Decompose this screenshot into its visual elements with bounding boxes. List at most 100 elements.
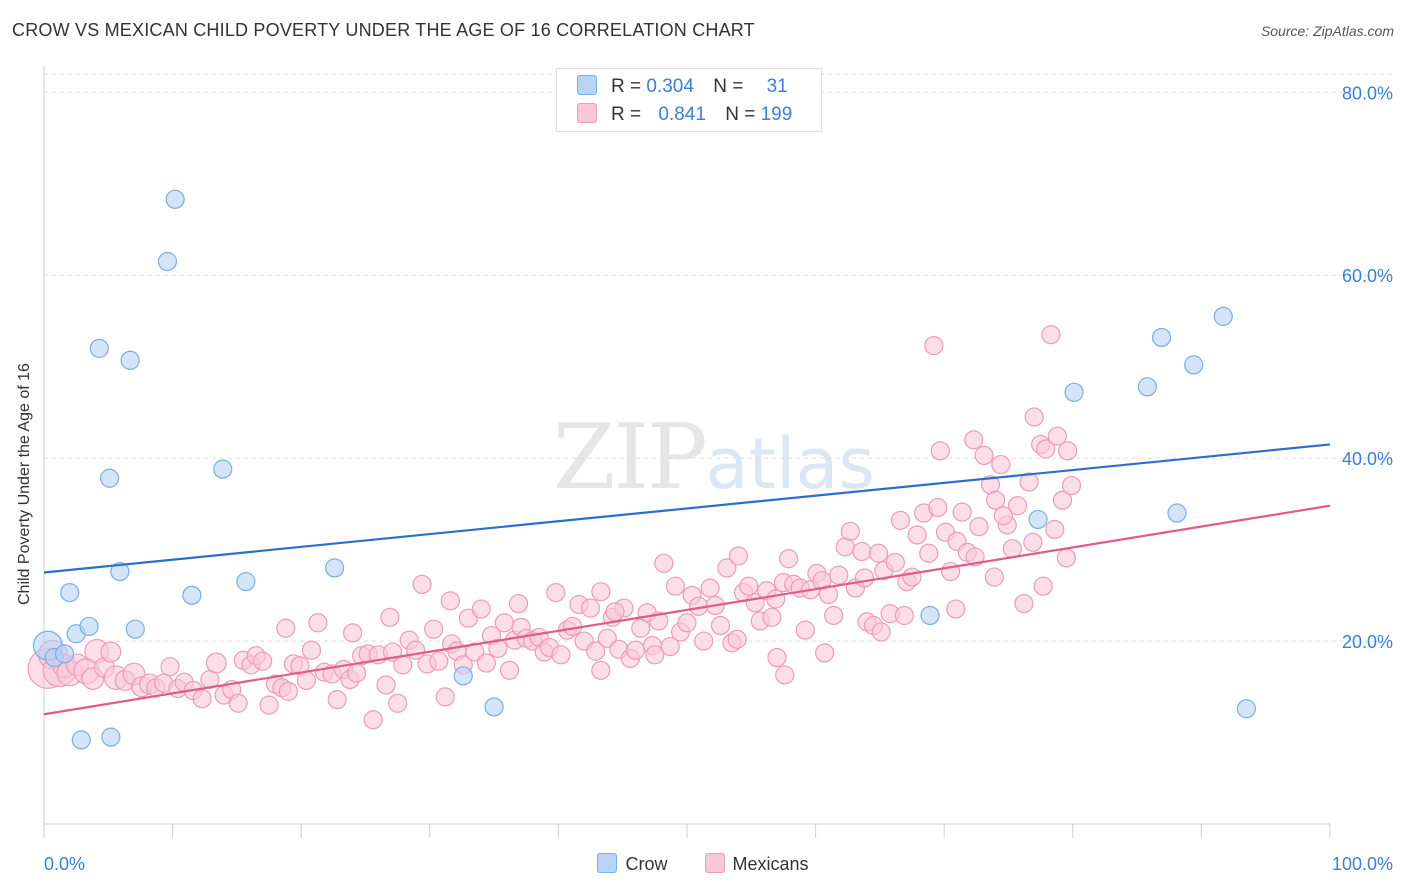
mexicans-point xyxy=(440,591,460,611)
crow-point xyxy=(1213,306,1233,326)
mexicans-point xyxy=(654,553,674,573)
crow-point xyxy=(1151,327,1172,348)
mexicans-point xyxy=(1058,441,1078,461)
legend-n-label: N = xyxy=(713,76,744,97)
mexicans-point xyxy=(1052,490,1073,510)
mexicans-point xyxy=(546,582,566,603)
mexicans-point xyxy=(852,541,872,562)
mexicans-point xyxy=(376,675,396,695)
mexicans-point xyxy=(677,613,697,633)
mexicans-point xyxy=(767,647,787,668)
crow-point xyxy=(89,338,109,358)
mexicans-point xyxy=(1033,576,1053,596)
crow-r-value: 0.304 xyxy=(646,76,694,97)
mexicans-point xyxy=(660,636,680,657)
mexicans-point xyxy=(100,641,122,663)
mexicans-point xyxy=(1036,439,1056,459)
chart-title: CROW VS MEXICAN CHILD POVERTY UNDER THE … xyxy=(12,20,755,40)
watermark-atlas: atlas xyxy=(705,423,875,505)
y-tick-label: 20.0% xyxy=(1342,632,1393,652)
mexicans-point xyxy=(665,576,686,596)
mexicans-point xyxy=(435,687,455,707)
mexicans-point xyxy=(228,693,248,713)
mexicans-point xyxy=(818,584,839,605)
legend-n-label: N = xyxy=(725,104,756,125)
mexicans-point xyxy=(778,549,799,569)
crow-n-value: 31 xyxy=(766,76,788,97)
mexicans-point xyxy=(1041,325,1061,345)
mexicans-point xyxy=(986,490,1006,510)
mexicans-point xyxy=(1047,426,1067,446)
mexicans-r-value: 0.841 xyxy=(658,104,706,125)
mexicans-point xyxy=(871,622,891,642)
mexicans-point xyxy=(591,582,611,602)
mexicans-point xyxy=(946,599,966,619)
mexicans-point xyxy=(1002,539,1022,559)
mexicans-point xyxy=(412,574,432,594)
mexicans-point xyxy=(727,629,747,649)
crow-point xyxy=(1064,382,1084,402)
mexicans-point xyxy=(993,506,1013,526)
mexicans-point xyxy=(278,681,298,701)
mexicans-point xyxy=(1007,496,1028,516)
mexicans-point xyxy=(840,521,860,541)
mexicans-point xyxy=(1061,475,1082,496)
crow-trend-line xyxy=(43,443,1331,574)
mexicans-point xyxy=(625,640,646,660)
mexicans-point xyxy=(494,613,514,633)
legend-item-crow: Crow xyxy=(597,853,667,875)
mexicans-legend-label: Mexicans xyxy=(732,854,809,874)
crow-point xyxy=(1137,377,1157,397)
crow-point xyxy=(79,616,99,637)
x-tick-label-min: 0.0% xyxy=(44,854,85,874)
mexicans-n-value: 199 xyxy=(760,104,793,125)
mexicans-point xyxy=(160,657,180,677)
mexicans-point xyxy=(346,663,367,683)
crow-point xyxy=(54,644,75,664)
mexicans-point xyxy=(974,445,994,466)
crow-point xyxy=(165,189,185,209)
crow-point xyxy=(325,558,345,578)
crow-point xyxy=(101,727,121,747)
mexicans-point xyxy=(605,602,625,622)
crow-point xyxy=(1236,699,1257,719)
mexicans-point xyxy=(1056,548,1076,568)
mexicans-point xyxy=(476,653,496,673)
mexicans-point xyxy=(928,497,948,518)
crow-point xyxy=(182,585,202,605)
mexicans-point xyxy=(327,690,347,710)
mexicans-legend-swatch xyxy=(704,853,725,873)
crow-point xyxy=(60,582,80,603)
mexicans-point xyxy=(694,631,714,651)
mexicans-point xyxy=(1019,472,1039,492)
mexicans-point xyxy=(700,578,720,598)
mexicans-point xyxy=(276,618,296,638)
mexicans-point xyxy=(580,598,601,618)
crow-point xyxy=(1167,503,1187,523)
crow-point xyxy=(71,730,91,750)
mexicans-point xyxy=(192,689,212,709)
mexicans-point xyxy=(964,430,984,450)
mexicans-point xyxy=(259,695,279,715)
mexicans-point xyxy=(952,502,972,522)
mexicans-point xyxy=(894,605,914,626)
mexicans-point xyxy=(424,619,444,639)
source-label: Source: ZipAtlas.com xyxy=(1260,23,1394,39)
mexicans-point xyxy=(649,611,669,631)
mexicans-point xyxy=(984,567,1004,587)
crow-point xyxy=(1184,355,1204,375)
legend-row-crow: R = 0.304 N = 31 xyxy=(577,75,788,98)
crow-point xyxy=(484,697,504,717)
crow-point xyxy=(125,619,145,639)
series-legend: Crow Mexicans xyxy=(0,853,1406,875)
crow-point xyxy=(920,605,940,626)
mexicans-point xyxy=(363,710,383,730)
mexicans-point xyxy=(429,651,449,671)
watermark: ZIPatlas xyxy=(553,405,875,510)
mexicans-point xyxy=(919,543,939,563)
mexicans-point xyxy=(488,638,508,658)
mexicans-point xyxy=(795,620,815,640)
mexicans-point xyxy=(710,615,731,636)
mexicans-point xyxy=(471,599,491,619)
watermark-zip: ZIP xyxy=(553,405,708,510)
